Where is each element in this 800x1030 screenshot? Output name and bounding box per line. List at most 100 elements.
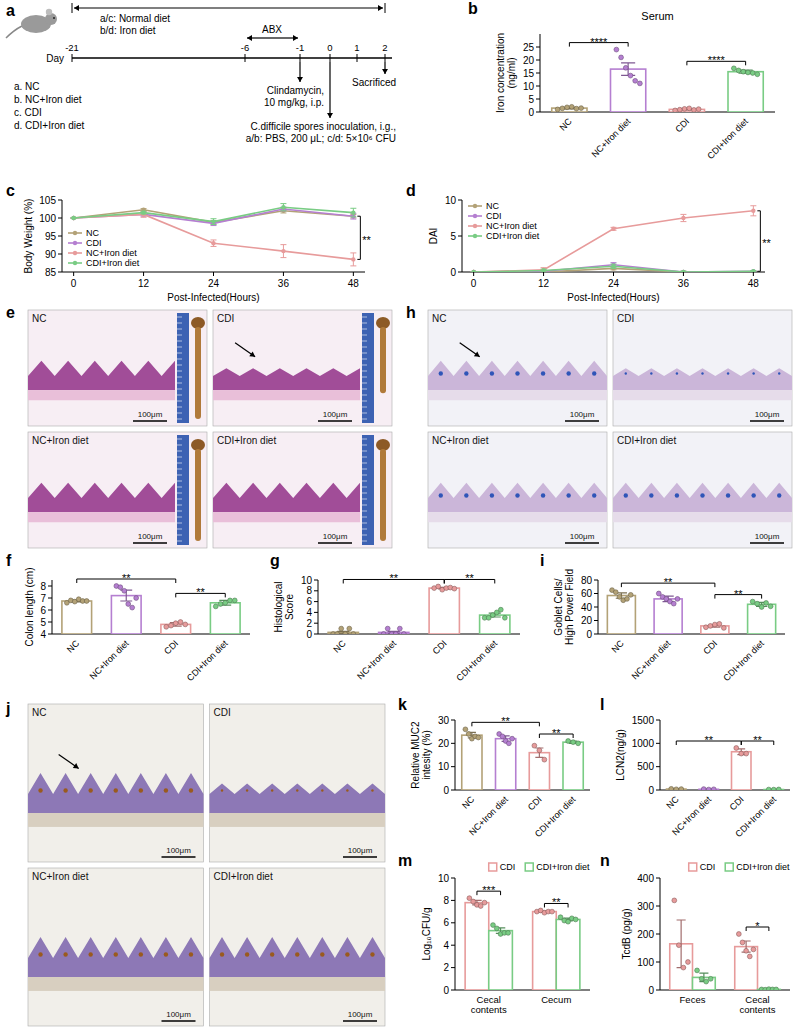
stain-dot xyxy=(490,371,494,375)
scale-bar xyxy=(750,542,784,544)
x-tick-label: CDI xyxy=(162,638,180,656)
panel-l: l050010001500LCN2(ng/g)NCNC+Iron dietCDI… xyxy=(600,696,790,839)
y-tick xyxy=(656,743,660,744)
scale-bar-label: 100μm xyxy=(166,1010,191,1019)
text-line: Body Weight (%) xyxy=(23,199,34,274)
tissue-muscle xyxy=(210,813,386,827)
bar xyxy=(611,69,646,112)
micrograph xyxy=(428,310,607,426)
day-value: -21 xyxy=(65,42,79,53)
y-tick-label: 6 xyxy=(40,605,46,616)
scale-bar-label: 100μm xyxy=(570,410,595,419)
line xyxy=(74,214,354,259)
y-tick xyxy=(536,112,540,113)
ruler xyxy=(177,313,189,423)
error-bar xyxy=(280,204,286,211)
data-point xyxy=(84,599,89,604)
legend-marker xyxy=(473,224,477,228)
text-line: LCN2(ng/g) xyxy=(615,729,626,781)
scale-bar xyxy=(343,856,377,858)
data-point xyxy=(708,624,713,629)
data-point xyxy=(218,602,223,607)
y-axis-title: LCN2(ng/g) xyxy=(615,729,626,781)
stain-dot xyxy=(296,789,298,791)
day-tick xyxy=(300,54,301,62)
data-point xyxy=(736,932,741,937)
text-line: Goblet Cells/ xyxy=(553,578,564,635)
legend-marker xyxy=(473,204,477,208)
y-tick-label: 6 xyxy=(306,596,312,607)
y-tick-label: 0 xyxy=(648,785,654,796)
y-axis-title: TcdB (pg/g) xyxy=(621,908,632,959)
significance-label: ** xyxy=(465,572,474,584)
scale-bar xyxy=(750,420,784,422)
tissue-mucosa xyxy=(428,361,607,390)
error-bar xyxy=(677,920,686,968)
stain-dot xyxy=(676,372,678,374)
ruler-tick xyxy=(362,359,367,360)
y-tick-label: 8 xyxy=(40,581,46,592)
ruler-tick xyxy=(177,353,182,354)
micrograph xyxy=(213,432,392,548)
significance-label: ** xyxy=(552,896,561,908)
day-label: Day xyxy=(46,53,64,64)
ruler-tick xyxy=(177,457,182,458)
ruler-tick xyxy=(362,511,367,512)
bar xyxy=(732,752,752,790)
day-value: 1 xyxy=(354,42,359,53)
legend-label: CDI xyxy=(86,238,102,248)
data-point xyxy=(771,787,776,790)
data-point xyxy=(452,586,457,591)
y-tick-label: 0 xyxy=(443,985,449,996)
panel-letter: i xyxy=(540,552,544,569)
significance-label: ** xyxy=(501,715,510,727)
stain-dot xyxy=(751,493,755,497)
group-label: a. NC xyxy=(14,81,40,92)
scale-bar-label: 100μm xyxy=(755,410,780,419)
micrograph xyxy=(210,704,386,862)
data-point xyxy=(681,216,685,220)
stain-dot xyxy=(752,372,754,374)
marks xyxy=(667,746,784,790)
y-tick xyxy=(451,878,455,879)
y-tick xyxy=(48,610,52,611)
ruler xyxy=(362,435,374,545)
scale-bar-label: 100μm xyxy=(138,410,163,419)
x-tick xyxy=(753,272,754,276)
x-tick-label: Feces xyxy=(680,994,706,1005)
data-point xyxy=(118,585,123,590)
ruler-tick xyxy=(177,445,182,446)
significance-label: ** xyxy=(362,234,371,246)
legend-label: CDI+Iron diet xyxy=(86,258,140,268)
data-point xyxy=(704,979,709,984)
data-point xyxy=(381,632,386,634)
stain-dot xyxy=(38,788,42,792)
data-point xyxy=(232,598,237,603)
data-point xyxy=(774,987,779,990)
y-tick-label: 0 xyxy=(443,785,449,796)
ruler-tick xyxy=(362,499,367,500)
data-point xyxy=(471,270,475,272)
scale-bar xyxy=(565,542,599,544)
stain-dot xyxy=(700,493,704,497)
panel-letter: e xyxy=(6,304,15,321)
ruler-tick xyxy=(177,439,182,440)
text-line: Relative MUC2 xyxy=(410,721,421,789)
y-tick xyxy=(48,622,52,623)
ruler-tick xyxy=(362,541,367,542)
tissue-muscle xyxy=(213,512,360,522)
y-tick xyxy=(594,593,598,594)
y-tick xyxy=(451,743,455,744)
y-tick-label: 4 xyxy=(40,629,46,640)
abx-label: ABX xyxy=(262,24,282,35)
x-tick-label: CDI+Iron diet xyxy=(454,638,499,683)
ruler-tick xyxy=(177,395,182,396)
error-bar xyxy=(621,63,635,75)
data-point xyxy=(628,73,633,78)
data-point xyxy=(750,599,755,604)
data-point xyxy=(613,590,618,595)
y-tick-label: 4 xyxy=(443,940,449,951)
day-tick xyxy=(385,54,386,62)
day-value: -1 xyxy=(296,42,304,53)
image-arrow-head xyxy=(73,763,79,768)
